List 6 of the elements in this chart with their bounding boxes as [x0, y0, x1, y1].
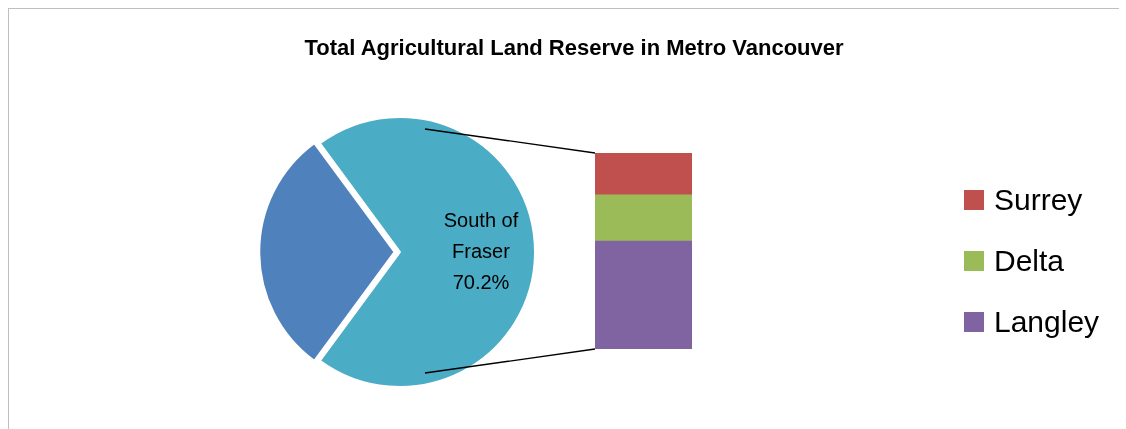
slice-label: South of Fraser [443, 208, 519, 262]
legend-label: Langley [994, 304, 1100, 339]
legend-label: Delta [994, 243, 1065, 278]
data-label: 70.2% [452, 270, 510, 293]
chart-title: Total Agricultural Land Reserve in Metro Vancouver [303, 35, 845, 61]
legend-label: Surrey [994, 182, 1083, 217]
